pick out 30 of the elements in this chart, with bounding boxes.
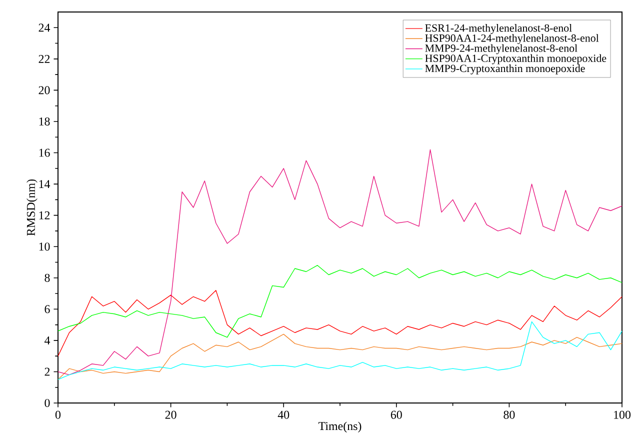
legend-label: HSP90AA1-Cryptoxanthin monoepoxide	[425, 54, 606, 64]
line-series	[58, 149, 622, 376]
x-tick-label: 40	[278, 410, 290, 419]
line-series	[58, 334, 622, 380]
y-tick-label: 8	[44, 274, 50, 282]
legend-label: HSP90AA1-24-methylenelanost-8-enol	[425, 34, 599, 44]
legend-label: MMP9-Cryptoxanthin monoepoxide	[425, 64, 585, 74]
y-tick-label: 20	[38, 86, 50, 94]
legend-label: ESR1-24-methylenelanost-8-enol	[425, 24, 572, 34]
y-tick-label: 0	[44, 398, 50, 408]
line-series	[58, 321, 622, 380]
y-tick-label: 22	[38, 54, 50, 63]
y-tick-label: 12	[39, 211, 50, 220]
x-tick-label: 100	[614, 410, 631, 419]
y-axis-title: RMSD(nm)	[26, 179, 38, 236]
x-axis-title: Time(ns)	[318, 422, 362, 433]
y-tick-label: 24	[38, 24, 50, 32]
x-tick-label: 60	[390, 410, 402, 419]
line-series	[58, 290, 622, 356]
x-tick-label: 20	[165, 410, 176, 419]
y-tick-label: 16	[39, 148, 50, 157]
x-tick-label: 80	[504, 410, 515, 419]
y-tick-label: 6	[44, 305, 50, 314]
x-tick-label: 0	[55, 410, 61, 419]
y-tick-label: 14	[39, 180, 50, 188]
legend-label: MMP9-24-methylenelanost-8-enol	[425, 44, 578, 54]
y-tick-label: 4	[44, 336, 50, 344]
y-tick-label: 2	[44, 368, 50, 376]
y-tick-label: 10	[39, 242, 50, 251]
y-tick-label: 18	[39, 117, 50, 126]
